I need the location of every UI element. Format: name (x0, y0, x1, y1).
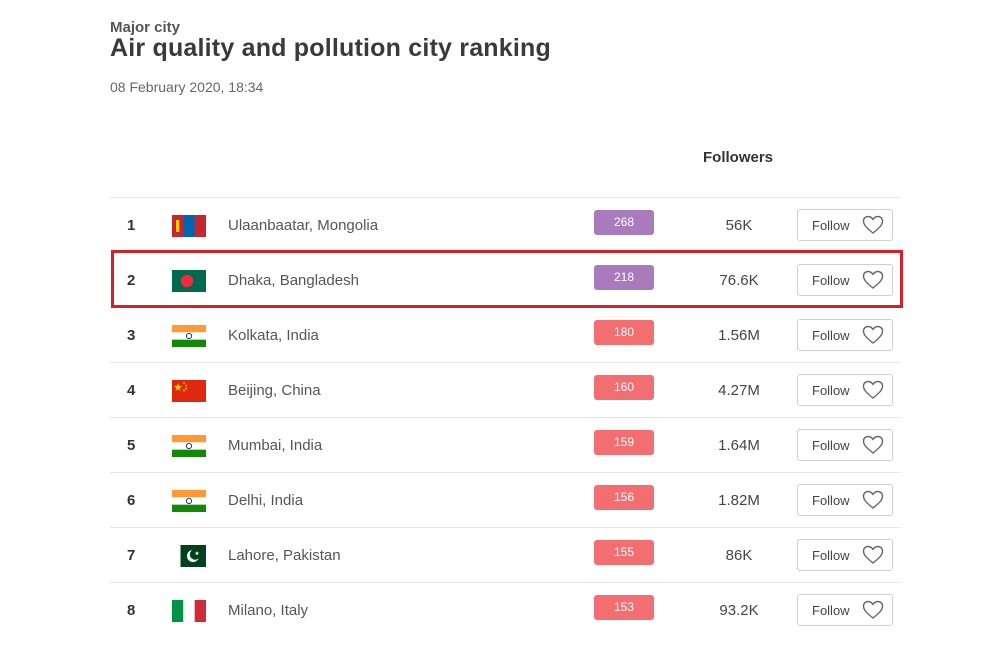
follow-button-label: Follow (812, 493, 850, 508)
aqi-badge: 160 (594, 375, 654, 400)
city-name-link[interactable]: Kolkata, India (228, 327, 319, 344)
rank-number: 8 (127, 602, 135, 619)
follow-button-label: Follow (812, 328, 850, 343)
highlight-box (111, 250, 903, 308)
follow-button[interactable]: Follow (797, 374, 893, 406)
table-row[interactable]: 8 Milano, Italy 153 93.2K Follow (110, 582, 900, 637)
follow-button-label: Follow (812, 548, 850, 563)
column-header-followers[interactable]: Followers (703, 149, 773, 166)
aqi-badge: 155 (594, 540, 654, 565)
follow-button[interactable]: Follow (797, 539, 893, 571)
india-flag-icon (172, 435, 206, 457)
china-flag-icon (172, 380, 206, 402)
follow-button-label: Follow (812, 603, 850, 618)
heart-icon (862, 325, 884, 345)
page-title: Air quality and pollution city ranking (110, 34, 551, 63)
table-row[interactable]: 6 Delhi, India 156 1.82M Follow (110, 472, 900, 527)
column-header-city[interactable]: Major city (110, 19, 180, 36)
rank-number: 3 (127, 327, 135, 344)
city-name-link[interactable]: Beijing, China (228, 382, 321, 399)
followers-count: 1.64M (680, 437, 798, 454)
heart-icon (862, 490, 884, 510)
mongolia-flag-icon (172, 215, 206, 237)
city-name-link[interactable]: Ulaanbaatar, Mongolia (228, 217, 378, 234)
timestamp: 08 February 2020, 18:34 (110, 79, 263, 95)
aqi-badge: 153 (594, 595, 654, 620)
follow-button-label: Follow (812, 383, 850, 398)
city-name-link[interactable]: Lahore, Pakistan (228, 547, 341, 564)
heart-icon (862, 435, 884, 455)
heart-icon (862, 600, 884, 620)
heart-icon (862, 545, 884, 565)
followers-count: 86K (680, 547, 798, 564)
table-row[interactable]: 4 Beijing, China 160 4.27M Follow (110, 362, 900, 417)
rank-number: 6 (127, 492, 135, 509)
rank-number: 1 (127, 217, 135, 234)
table-row[interactable]: 7 Lahore, Pakistan 155 86K Follow (110, 527, 900, 582)
column-header-aqi[interactable]: US AQI (597, 12, 657, 37)
followers-count: 1.56M (680, 327, 798, 344)
followers-count: 1.82M (680, 492, 798, 509)
city-name-link[interactable]: Delhi, India (228, 492, 303, 509)
followers-count: 56K (680, 217, 798, 234)
italy-flag-icon (172, 600, 206, 622)
city-name-link[interactable]: Milano, Italy (228, 602, 308, 619)
table-row[interactable]: 5 Mumbai, India 159 1.64M Follow (110, 417, 900, 472)
follow-button[interactable]: Follow (797, 594, 893, 626)
followers-count: 93.2K (680, 602, 798, 619)
aqi-badge: 180 (594, 320, 654, 345)
follow-button[interactable]: Follow (797, 429, 893, 461)
rank-number: 4 (127, 382, 135, 399)
follow-button[interactable]: Follow (797, 319, 893, 351)
rank-number: 7 (127, 547, 135, 564)
follow-button[interactable]: Follow (797, 484, 893, 516)
aqi-badge: 159 (594, 430, 654, 455)
pakistan-flag-icon (172, 545, 206, 567)
city-name-link[interactable]: Mumbai, India (228, 437, 322, 454)
heart-icon (862, 215, 884, 235)
followers-count: 4.27M (680, 382, 798, 399)
table-row[interactable]: 3 Kolkata, India 180 1.56M Follow (110, 307, 900, 362)
table-row[interactable]: 1 Ulaanbaatar, Mongolia 268 56K Follow (110, 197, 900, 252)
rank-number: 5 (127, 437, 135, 454)
india-flag-icon (172, 490, 206, 512)
aqi-badge: 156 (594, 485, 654, 510)
follow-button-label: Follow (812, 218, 850, 233)
india-flag-icon (172, 325, 206, 347)
follow-button-label: Follow (812, 438, 850, 453)
follow-button[interactable]: Follow (797, 209, 893, 241)
aqi-badge: 268 (594, 210, 654, 235)
heart-icon (862, 380, 884, 400)
